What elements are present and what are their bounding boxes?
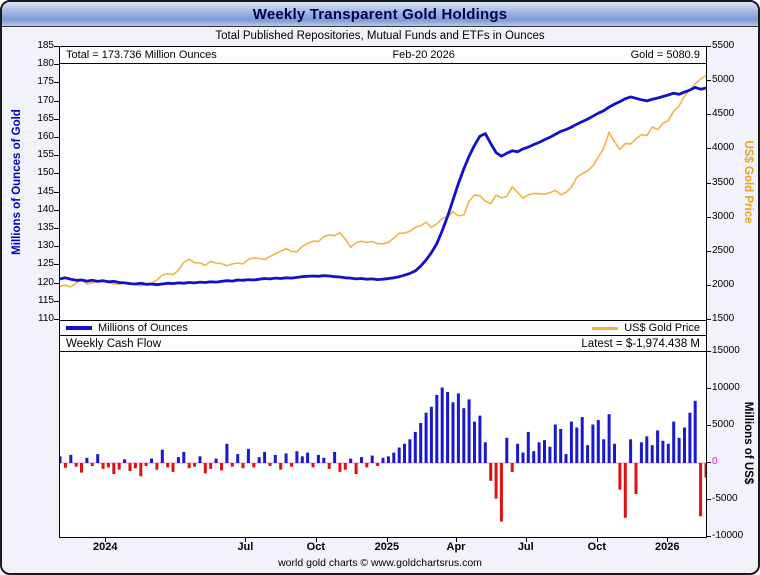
gold-price-line [60, 74, 706, 288]
gold-axis-tick-label: 2000 [712, 278, 735, 290]
x-axis-tick-label: Jul [237, 541, 254, 553]
y-axis-tick-label: 110 [38, 313, 54, 324]
y-axis-tick-label: 140 [37, 203, 54, 215]
x-axis-tick-label: 2025 [374, 541, 400, 553]
total-label: Total = 173.736 Million Ounces [66, 49, 217, 61]
footer-credit: world gold charts © www.goldchartsrus.co… [278, 557, 482, 569]
tick-mark [596, 538, 598, 542]
holdings-line [60, 86, 706, 287]
legend-label-gold-price: US$ Gold Price [624, 322, 700, 334]
chart-canvas [60, 74, 706, 522]
y-axis-tick-label: 120 [37, 276, 54, 288]
y-axis-tick-label: 160 [37, 131, 54, 142]
x-axis-tick-label: Oct [306, 541, 325, 553]
tick-mark [386, 538, 388, 542]
legend-item-ounces: Millions of Ounces [66, 322, 188, 334]
title-bar: Weekly Transparent Gold Holdings [2, 2, 758, 27]
tick-mark [455, 538, 457, 542]
legend: Millions of Ounces US$ Gold Price [60, 320, 706, 336]
gold-price-label: Gold = 5080.9 [630, 49, 700, 61]
cashflow-bars [60, 387, 706, 522]
x-axis-tick-label: Apr [446, 541, 466, 553]
x-axis-tick-label: 2024 [92, 541, 118, 553]
y-axis-tick-label: 180 [37, 58, 54, 70]
tick-mark [667, 538, 669, 542]
y-axis-tick-label: 175 [37, 76, 54, 88]
legend-item-gold-price: US$ Gold Price [592, 322, 700, 334]
right-axis-title-cashflow: Millions of US$ [742, 401, 754, 485]
cashflow-title: Weekly Cash Flow [66, 337, 162, 350]
tick-mark [315, 538, 317, 542]
y-axis-tick-label: 155 [37, 149, 54, 161]
cashflow-axis-tick-label: 15000 [712, 345, 740, 356]
cashflow-header-strip: Weekly Cash Flow Latest = $-1,974.438 M [60, 336, 706, 352]
cashflow-axis-tick-label: -5000 [712, 493, 738, 504]
y-axis-tick-label: 170 [37, 94, 54, 106]
gold-axis-tick-label: 4500 [712, 108, 735, 120]
date-label: Feb-20 2026 [392, 49, 455, 61]
y-axis-tick-label: 115 [38, 294, 54, 306]
x-axis-tick-label: 2026 [654, 541, 680, 553]
tick-mark [245, 538, 247, 542]
gold-axis-tick-label: 1500 [712, 313, 735, 324]
page-title: Weekly Transparent Gold Holdings [252, 5, 508, 23]
y-axis-tick-label: 135 [37, 222, 54, 233]
cashflow-latest-label: Latest = $-1,974.438 M [581, 337, 700, 350]
y-axis-tick-label: 130 [37, 240, 54, 252]
gold-line-swatch [592, 326, 619, 330]
blue-line-swatch [66, 326, 92, 330]
right-axis-title-gold: US$ Gold Price [742, 140, 754, 224]
top-info-strip: Total = 173.736 Million Ounces Feb-20 20… [60, 47, 706, 64]
y-axis-tick-label: 145 [37, 185, 54, 197]
y-axis-tick-label: 125 [37, 258, 54, 270]
tick-mark [105, 538, 107, 542]
y-axis-tick-label: 165 [37, 112, 54, 124]
cashflow-axis-tick-label: 10000 [712, 382, 740, 393]
cashflow-axis-tick-label: -10000 [712, 530, 744, 541]
gold-axis-tick-label: 2500 [712, 244, 735, 256]
tick-mark [525, 538, 527, 542]
gold-axis-tick-label: 5000 [712, 74, 735, 86]
y-axis-tick-label: 150 [37, 167, 54, 179]
left-axis-title: Millions of Ounces of Gold [11, 109, 23, 255]
chart-subtitle: Total Published Repositories, Mutual Fun… [215, 30, 545, 42]
legend-label-ounces: Millions of Ounces [98, 322, 188, 334]
x-axis-tick-label: Oct [587, 541, 606, 553]
plot-area: Total = 173.736 Million Ounces Feb-20 20… [59, 46, 707, 538]
x-axis-tick-label: Jul [517, 541, 534, 553]
